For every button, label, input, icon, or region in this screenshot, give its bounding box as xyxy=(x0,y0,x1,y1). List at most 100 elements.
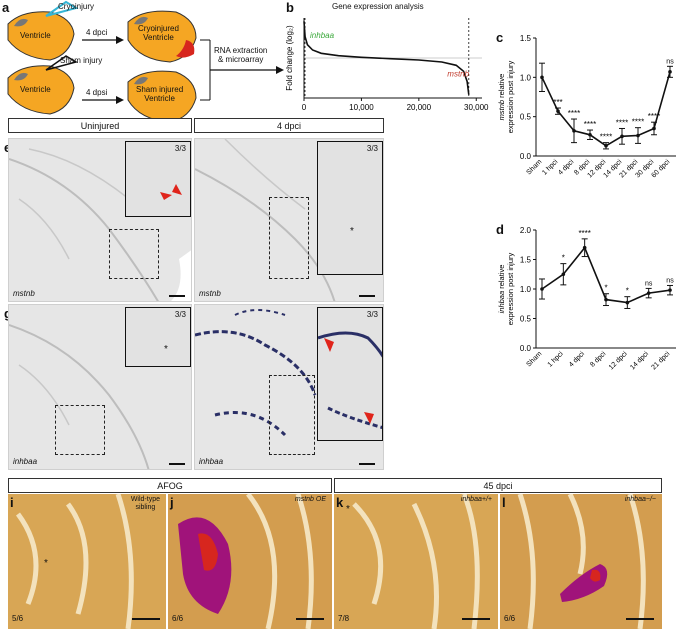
scale-bar xyxy=(626,618,654,620)
panel-i-label: i xyxy=(10,495,14,510)
data-point xyxy=(652,126,656,131)
chart-d: 0.0 0.5 1.0 1.5 2.0 inhbaa relative expression… xyxy=(497,226,676,371)
panel-i-image: i Wild-type sibling * 5/6 xyxy=(8,494,166,629)
y-tick-label: 1.0 xyxy=(520,73,532,82)
annotation-mstnb: mstnb xyxy=(447,70,469,79)
x-tick-label: Sham xyxy=(526,350,544,368)
scale-bar xyxy=(169,463,185,465)
panel-a-label: a xyxy=(2,0,10,15)
panel-l-image: l inhbaa−/− 6/6 xyxy=(500,494,662,629)
significance-label: * xyxy=(562,254,565,263)
x-tick-label: 0 xyxy=(302,103,307,112)
data-point xyxy=(540,75,544,80)
y-tick-label: 1.5 xyxy=(520,256,532,265)
x-tick-label: 8 dpci xyxy=(589,350,607,368)
significance-label: *** xyxy=(553,98,562,107)
panel-j-image: j mstnb OE 6/6 xyxy=(168,494,332,629)
significance-label: **** xyxy=(568,109,580,118)
x-tick-label: 4 dpci xyxy=(557,158,575,176)
x-tick-label: 14 dpci xyxy=(629,350,650,371)
significance-label: **** xyxy=(578,229,590,238)
panel-c-label: c xyxy=(496,30,504,45)
panel-j-ratio: 6/6 xyxy=(172,614,184,623)
x-tick-label: 21 dpci xyxy=(650,350,671,371)
y-tick-label: 1.5 xyxy=(520,34,532,43)
panel-e-gene: mstnb xyxy=(13,289,35,298)
scale-bar xyxy=(359,463,375,465)
data-point xyxy=(646,291,651,295)
y-tick-label: 0.0 xyxy=(520,152,532,161)
sham-ventricle-label: Sham injured Ventricle xyxy=(136,85,184,103)
panel-g-label: g xyxy=(4,306,12,321)
panel-g-dashed-box xyxy=(55,405,105,455)
asterisk-marker: * xyxy=(164,344,168,355)
significance-label: **** xyxy=(584,120,596,129)
panel-j-label: j xyxy=(170,495,174,510)
panel-g-ratio: 3/3 xyxy=(174,310,186,319)
x-tick-label: Sham xyxy=(526,158,544,176)
arrowhead-icon xyxy=(324,338,334,352)
panel-e-inset: 3/3 xyxy=(125,141,191,217)
panel-l-label: l xyxy=(502,495,506,510)
x-tick-label: 60 dpci xyxy=(650,158,671,179)
panel-b-label: b xyxy=(286,0,294,15)
panel-k-label: k xyxy=(336,495,344,510)
y-tick-label: 0.5 xyxy=(520,315,532,324)
y-axis-label: Fold change (log₂) xyxy=(285,25,294,91)
panel-h-image: 3/3 inhbaa xyxy=(194,304,384,470)
significance-label: **** xyxy=(616,118,628,127)
significance-label: **** xyxy=(632,118,644,127)
panel-b-title: Gene expression analysis xyxy=(332,2,424,11)
cryoinjury-label: Cryoinjury xyxy=(58,2,95,11)
data-point xyxy=(604,143,608,148)
significance-label: ns xyxy=(645,280,653,287)
y-tick-label: 1.0 xyxy=(520,285,532,294)
data-point xyxy=(604,297,608,302)
data-point xyxy=(572,129,576,133)
arrowhead-icon xyxy=(172,184,182,195)
y-tick-label: 0.0 xyxy=(520,344,532,353)
panel-l-title: inhbaa−/− xyxy=(624,496,656,503)
panel-i-ratio: 5/6 xyxy=(12,614,24,623)
significance-label: **** xyxy=(600,133,612,142)
panel-d-label: d xyxy=(496,222,504,237)
panel-f-image: 3/3 * mstnb xyxy=(194,138,384,302)
panel-h-gene: inhbaa xyxy=(199,457,224,466)
y-tick-label: 0.5 xyxy=(520,113,532,122)
panel-h-stain xyxy=(195,309,317,437)
data-point xyxy=(668,70,672,74)
x-tick-label: 30,000 xyxy=(464,103,489,112)
y-axis-label: mstnb relative xyxy=(497,74,506,121)
data-point xyxy=(625,300,630,305)
panel-h-inset: 3/3 xyxy=(317,307,383,441)
data-point xyxy=(556,109,560,113)
header-4dpci: 4 dpci xyxy=(194,118,384,133)
header-45dpci: 45 dpci xyxy=(334,478,662,493)
scale-bar xyxy=(359,295,375,297)
data-point xyxy=(582,245,587,250)
panel-e-image: 3/3 mstnb xyxy=(8,138,192,302)
scale-bar xyxy=(132,618,160,620)
panel-f-dashed-box xyxy=(269,197,309,279)
arrowhead-icon xyxy=(160,192,172,200)
asterisk-marker: * xyxy=(350,226,354,237)
y-axis-label: inhbaa relative xyxy=(497,265,506,314)
significance-label: ns xyxy=(666,58,674,65)
x-tick-label: 1 hpci xyxy=(541,158,559,176)
significance-label: **** xyxy=(648,112,660,121)
panel-h-dashed-box xyxy=(269,375,315,455)
significance-label: * xyxy=(604,284,607,293)
panel-h-ratio: 3/3 xyxy=(366,310,378,319)
panel-e-ratio: 3/3 xyxy=(174,144,186,153)
panel-k-image: k inhbaa+/+ * 7/8 xyxy=(334,494,498,629)
panel-g-inset: 3/3 * xyxy=(125,307,191,367)
days-bottom-label: 4 dpsi xyxy=(86,88,108,97)
header-uninjured: Uninjured xyxy=(8,118,192,133)
panel-g-gene: inhbaa xyxy=(13,457,38,466)
y-axis-label: expression post injury xyxy=(506,60,515,133)
data-point xyxy=(668,288,672,292)
panel-l-ratio: 6/6 xyxy=(504,614,516,623)
data-point xyxy=(561,272,566,277)
panel-j-title: mstnb OE xyxy=(294,496,326,503)
data-point xyxy=(620,134,624,139)
